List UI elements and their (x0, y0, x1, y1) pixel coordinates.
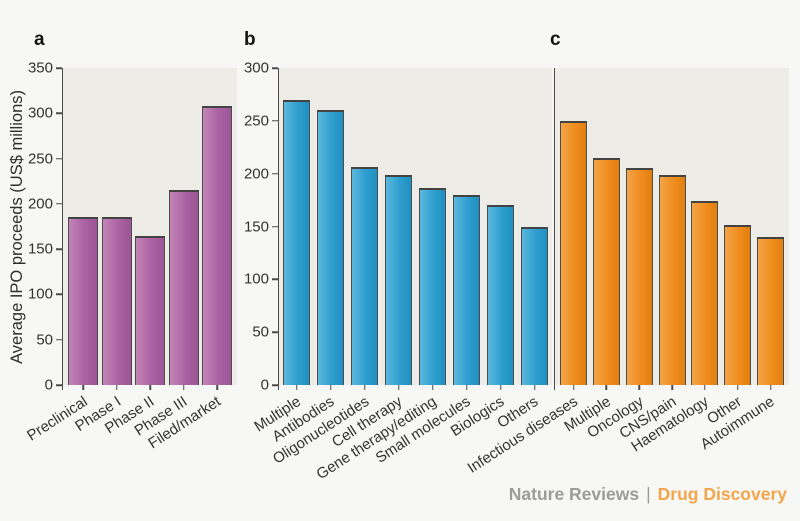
bar-a-1 (68, 216, 98, 385)
x-tick-mark (572, 385, 575, 390)
y-tick-label: 100 (243, 270, 269, 288)
y-tick-mark (272, 225, 278, 228)
bar-a-3 (135, 235, 165, 385)
x-tick-mark (769, 385, 772, 390)
bar-b-8 (521, 226, 548, 385)
bar-b-6 (453, 194, 480, 385)
x-tick-mark (363, 385, 366, 390)
journal-credit: Nature Reviews | Drug Discovery (509, 484, 787, 505)
y-tick-mark (56, 248, 62, 250)
bar-b-5 (419, 188, 446, 385)
x-tick-mark (736, 385, 739, 390)
panel-a-letter: a (34, 29, 45, 50)
y-axis-title: Average IPO proceeds (US$ millions) (4, 68, 30, 385)
panel-b-letter: b (244, 29, 256, 50)
y-tick-label: 300 (27, 104, 53, 122)
x-tick-mark (82, 385, 84, 390)
x-tick-mark (499, 385, 502, 390)
bar-a-2 (101, 216, 132, 385)
y-tick-label: 200 (243, 165, 269, 183)
y-tick-label: 100 (27, 285, 53, 303)
x-tick-mark (397, 385, 400, 390)
bar-b-4 (385, 174, 412, 385)
bar-c-3 (625, 168, 653, 385)
x-tick-mark (533, 385, 536, 390)
y-axis-title-text: Average IPO proceeds (US$ millions) (7, 89, 26, 364)
bar-c-5 (691, 201, 719, 385)
x-tick-mark (605, 385, 608, 390)
x-tick-mark (465, 385, 468, 390)
y-tick-mark (56, 293, 62, 296)
y-tick-label: 350 (27, 59, 53, 77)
y-tick-mark (56, 338, 62, 341)
x-tick-mark (431, 385, 434, 390)
bar-c-1 (560, 120, 587, 385)
y-tick-label: 0 (44, 376, 53, 394)
bar-c-6 (724, 225, 752, 385)
y-tick-label: 200 (27, 195, 53, 213)
journal-section: Drug Discovery (657, 484, 787, 504)
plot-area-b: 0 50 100 150 200 250 300 Multiple Antibodies Olig… (244, 60, 552, 483)
y-tick-label: 150 (243, 218, 269, 235)
journal-name: Nature Reviews (508, 484, 640, 504)
y-tick-label: 250 (27, 150, 53, 168)
bar-b-7 (487, 205, 514, 385)
y-tick-mark (56, 157, 62, 160)
bar-b-1 (283, 99, 310, 385)
y-tick-label: 50 (36, 331, 53, 349)
x-tick-mark (115, 385, 118, 390)
bar-c-7 (757, 237, 784, 385)
bar-a-4 (168, 190, 199, 385)
y-tick-mark (272, 278, 278, 281)
bar-b-3 (351, 167, 378, 385)
bar-a-5 (202, 106, 232, 385)
x-tick-mark (704, 385, 706, 390)
y-tick-mark (56, 384, 62, 386)
y-tick-mark (56, 112, 62, 115)
y-tick-label: 50 (252, 323, 269, 341)
y-tick-mark (272, 67, 278, 69)
y-tick-mark (272, 120, 278, 122)
x-tick-mark (671, 385, 673, 390)
y-tick-mark (56, 203, 62, 205)
y-tick-mark (272, 384, 278, 386)
x-tick-mark (149, 385, 151, 390)
panel-c-letter: c (550, 29, 561, 50)
bar-b-2 (317, 110, 344, 385)
x-tick-mark (216, 385, 218, 390)
bar-c-2 (592, 157, 620, 385)
y-tick-label: 0 (260, 376, 269, 394)
x-tick-mark (182, 385, 185, 390)
plot-area-c: Infectious diseases Multiple Oncology CNS/p… (465, 68, 789, 477)
journal-separator: | (646, 484, 651, 504)
x-tick-mark (638, 385, 640, 390)
x-tick-mark (295, 385, 298, 390)
y-tick-mark (272, 172, 278, 175)
y-tick-mark (56, 67, 62, 69)
x-tick-mark (329, 385, 332, 390)
y-tick-label: 150 (27, 240, 53, 258)
y-tick-mark (272, 331, 278, 333)
y-tick-label: 300 (243, 59, 269, 77)
bar-c-4 (658, 174, 686, 385)
y-tick-label: 250 (243, 112, 269, 130)
